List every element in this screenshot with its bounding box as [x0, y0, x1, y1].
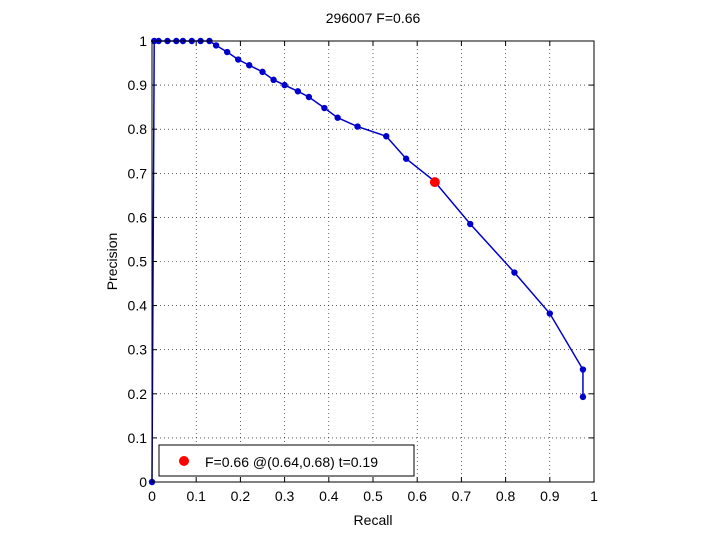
- highlight-layer: [429, 177, 440, 188]
- x-tick-label: 0.9: [540, 488, 560, 504]
- pr-point: [270, 76, 277, 84]
- y-axis-label: Precision: [104, 233, 120, 291]
- best-f-point: [429, 177, 440, 188]
- x-axis-label: Recall: [354, 512, 393, 528]
- x-tick-label: 0.8: [496, 488, 516, 504]
- y-tick-label: 0.8: [128, 121, 148, 137]
- pr-point: [294, 88, 302, 95]
- y-tick-label: 0.4: [128, 298, 148, 314]
- pr-point: [467, 220, 474, 228]
- x-tick-label: 0.7: [452, 488, 472, 504]
- pr-point: [579, 393, 587, 401]
- legend: F=0.66 @(0.64,0.68) t=0.19: [158, 444, 415, 477]
- pr-point: [402, 155, 410, 162]
- y-tick-label: 0.1: [128, 430, 148, 446]
- x-tick-label: 1: [590, 488, 598, 504]
- pr-point: [281, 81, 288, 89]
- x-tick-label: 0.6: [407, 488, 427, 504]
- chart-title: 296007 F=0.66: [326, 10, 421, 26]
- y-tick-label: 0.9: [128, 77, 148, 93]
- x-tick-label: 0.2: [231, 488, 251, 504]
- pr-point: [305, 93, 313, 101]
- x-tick-label: 0.5: [363, 488, 383, 504]
- pr-point: [511, 269, 518, 276]
- pr-point: [259, 68, 266, 76]
- pr-point: [579, 366, 587, 373]
- x-tick-label: 0.1: [186, 488, 206, 504]
- x-tick-label: 0.3: [275, 488, 295, 504]
- y-tick-label: 0.7: [128, 165, 148, 181]
- pr-point: [354, 123, 361, 130]
- legend-marker: [179, 456, 189, 466]
- pr-point: [246, 62, 253, 69]
- pr-point: [546, 310, 553, 317]
- ticks: 0 0.1 0.2 0.3 0.4 0.5 0.6 0.7 0.8 0.9 1 0 0.1 0.2 0.3 0…: [128, 33, 599, 504]
- y-tick-label: 1: [139, 33, 147, 49]
- x-tick-label: 0.4: [319, 488, 339, 504]
- pr-point: [383, 133, 390, 140]
- pr-point: [234, 56, 242, 63]
- y-tick-label: 0: [139, 474, 147, 490]
- pr-point: [334, 114, 341, 121]
- y-tick-label: 0.3: [128, 342, 148, 358]
- pr-point: [212, 42, 220, 49]
- y-tick-label: 0.6: [128, 209, 148, 225]
- grid: [152, 41, 594, 482]
- legend-entry: F=0.66 @(0.64,0.68) t=0.19: [205, 454, 378, 470]
- y-tick-label: 0.5: [128, 254, 148, 270]
- x-tick-label: 0: [148, 488, 156, 504]
- legend-box: [158, 444, 415, 477]
- y-tick-label: 0.2: [128, 386, 148, 402]
- pr-point: [321, 104, 328, 112]
- pr-point: [223, 48, 231, 56]
